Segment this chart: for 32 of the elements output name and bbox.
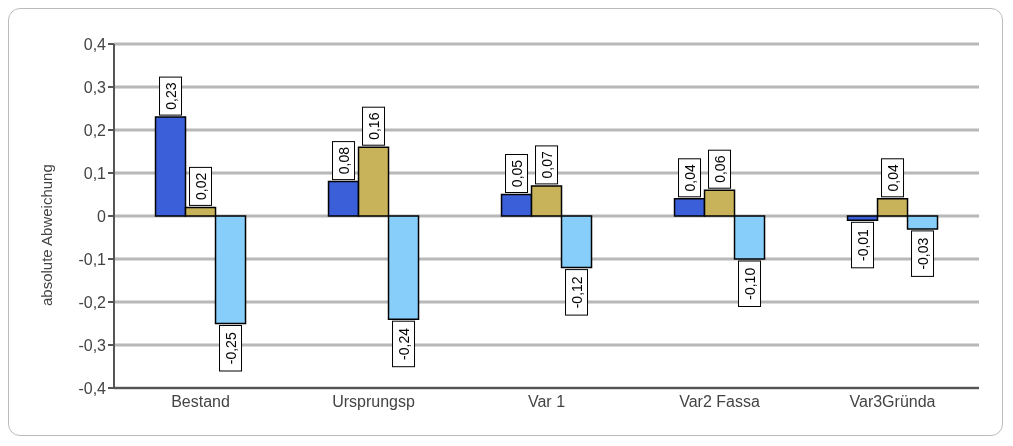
y-tick-label: 0: [97, 207, 107, 225]
x-tick-label: Var3Gründa: [849, 393, 936, 411]
bar: [184, 206, 217, 217]
data-label: 0,23: [162, 82, 179, 110]
bar: [846, 215, 879, 222]
data-label: 0,07: [538, 151, 555, 179]
y-tick-label: 0,2: [83, 121, 107, 139]
data-label: -0,24: [395, 327, 412, 360]
data-label: 0,08: [335, 146, 352, 175]
x-tick-label: Var2 Fassa: [679, 393, 760, 411]
y-tick-label: 0,1: [83, 164, 107, 182]
y-tick-label: 0,3: [83, 78, 107, 96]
x-tick-label: Bestand: [171, 393, 230, 411]
data-label: -0,25: [222, 332, 239, 365]
y-tick-label: -0,4: [78, 379, 107, 397]
data-label: 0,06: [711, 155, 728, 183]
data-label: 0,16: [365, 112, 382, 140]
x-tick-label: Var 1: [527, 393, 566, 411]
y-axis-title: absolute Abweichung: [38, 164, 56, 306]
data-label: -0,10: [741, 267, 758, 300]
data-label: 0,02: [192, 172, 209, 201]
y-tick-label: -0,2: [78, 293, 107, 311]
y-tick-label: -0,3: [78, 336, 107, 354]
y-tick-label: -0,1: [78, 250, 107, 268]
data-label: -0,03: [914, 237, 931, 270]
y-tick-label: 0,4: [83, 35, 107, 53]
data-label: 0,04: [681, 163, 698, 192]
data-label: 0,04: [884, 163, 901, 192]
data-label: 0,05: [508, 159, 525, 188]
data-label: -0,01: [854, 228, 871, 262]
data-label: -0,12: [568, 276, 585, 309]
x-tick-label: Ursprungsp: [332, 393, 415, 411]
